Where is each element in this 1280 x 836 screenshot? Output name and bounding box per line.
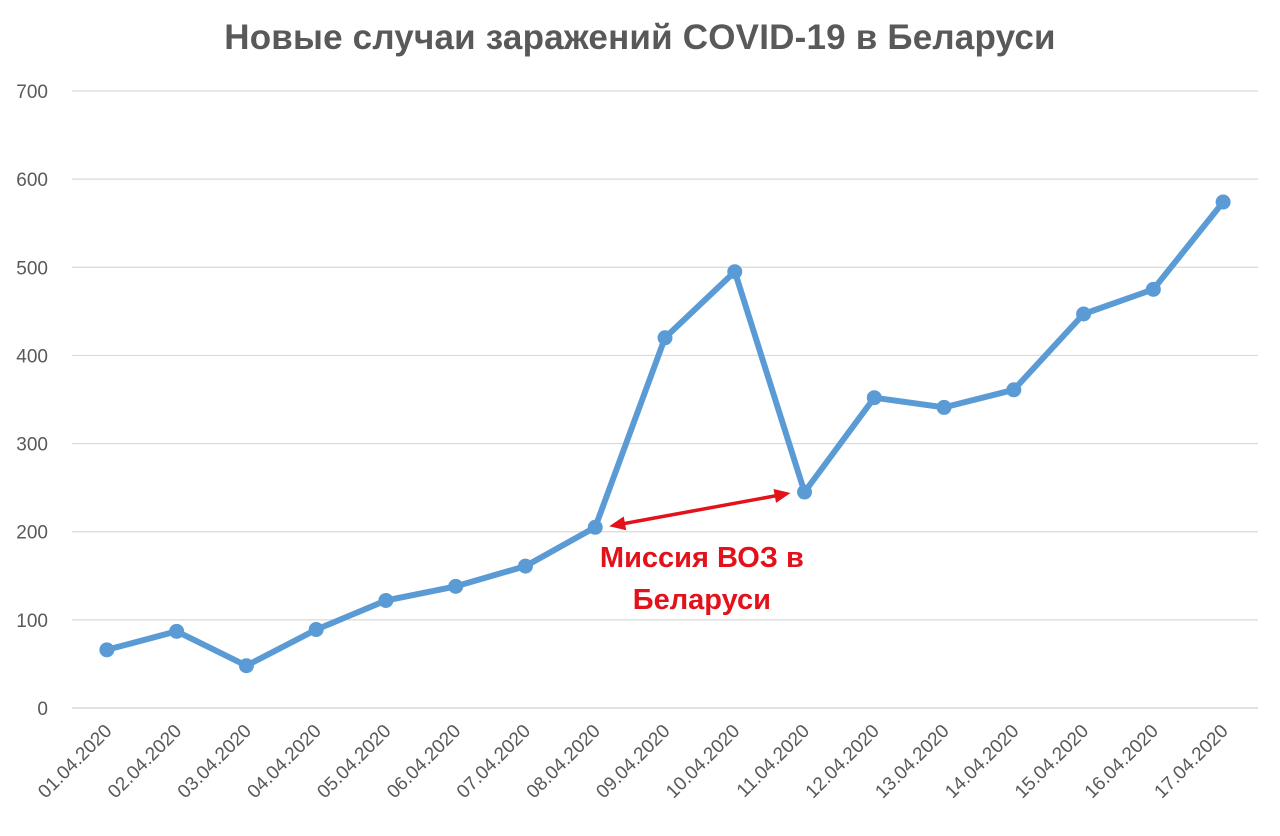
- data-point: [99, 642, 115, 658]
- x-tick-label: 15.04.2020: [1011, 721, 1093, 803]
- y-axis-ticks: 0 100 200 300 400 500 600 700: [16, 82, 48, 720]
- data-point: [378, 592, 394, 608]
- y-tick-label: 600: [16, 170, 48, 191]
- annotation-text: Беларуси: [633, 584, 771, 616]
- x-tick-label: 06.04.2020: [383, 721, 465, 803]
- data-point: [587, 519, 603, 535]
- data-point: [866, 390, 882, 406]
- data-point: [936, 399, 952, 415]
- data-point: [1145, 281, 1161, 297]
- annotation-text: Миссия ВОЗ в: [600, 542, 804, 574]
- data-point: [448, 578, 464, 594]
- data-point: [797, 484, 813, 500]
- x-tick-label: 16.04.2020: [1081, 721, 1163, 803]
- x-tick-label: 04.04.2020: [244, 721, 326, 803]
- x-tick-label: 08.04.2020: [523, 721, 605, 803]
- x-tick-label: 09.04.2020: [592, 721, 674, 803]
- annotation-arrowhead: [609, 516, 627, 531]
- annotation: Миссия ВОЗ в Беларуси: [600, 489, 804, 616]
- gridlines: [72, 90, 1258, 709]
- y-tick-label: 700: [16, 82, 48, 103]
- y-tick-label: 400: [16, 346, 48, 367]
- data-point: [1215, 194, 1231, 210]
- x-tick-label: 03.04.2020: [174, 721, 256, 803]
- x-axis-ticks: 01.04.202002.04.202003.04.202004.04.2020…: [34, 721, 1232, 803]
- data-point: [727, 264, 743, 280]
- annotation-arrow-line: [621, 493, 779, 526]
- annotation-arrowhead: [773, 489, 791, 503]
- x-tick-label: 10.04.2020: [662, 721, 744, 803]
- x-tick-label: 12.04.2020: [802, 721, 884, 803]
- x-tick-label: 13.04.2020: [872, 721, 954, 803]
- x-tick-label: 02.04.2020: [104, 721, 186, 803]
- data-point: [308, 622, 324, 638]
- data-points: [99, 194, 1231, 674]
- x-tick-label: 07.04.2020: [453, 721, 535, 803]
- y-tick-label: 300: [16, 435, 48, 456]
- y-tick-label: 0: [37, 699, 48, 720]
- x-tick-label: 11.04.2020: [733, 721, 814, 802]
- x-tick-label: 14.04.2020: [941, 721, 1023, 803]
- x-tick-label: 17.04.2020: [1151, 721, 1233, 803]
- x-tick-label: 01.04.2020: [34, 721, 116, 803]
- data-point: [657, 330, 673, 346]
- y-tick-label: 100: [16, 611, 48, 632]
- chart-title: Новые случаи заражений COVID-19 в Белару…: [224, 18, 1056, 57]
- x-tick-label: 05.04.2020: [313, 721, 395, 803]
- data-point: [238, 658, 254, 674]
- data-point: [1006, 382, 1022, 398]
- data-point: [1076, 306, 1092, 322]
- data-point: [517, 558, 533, 574]
- data-point: [169, 623, 185, 639]
- y-tick-label: 200: [16, 523, 48, 544]
- y-tick-label: 500: [16, 258, 48, 279]
